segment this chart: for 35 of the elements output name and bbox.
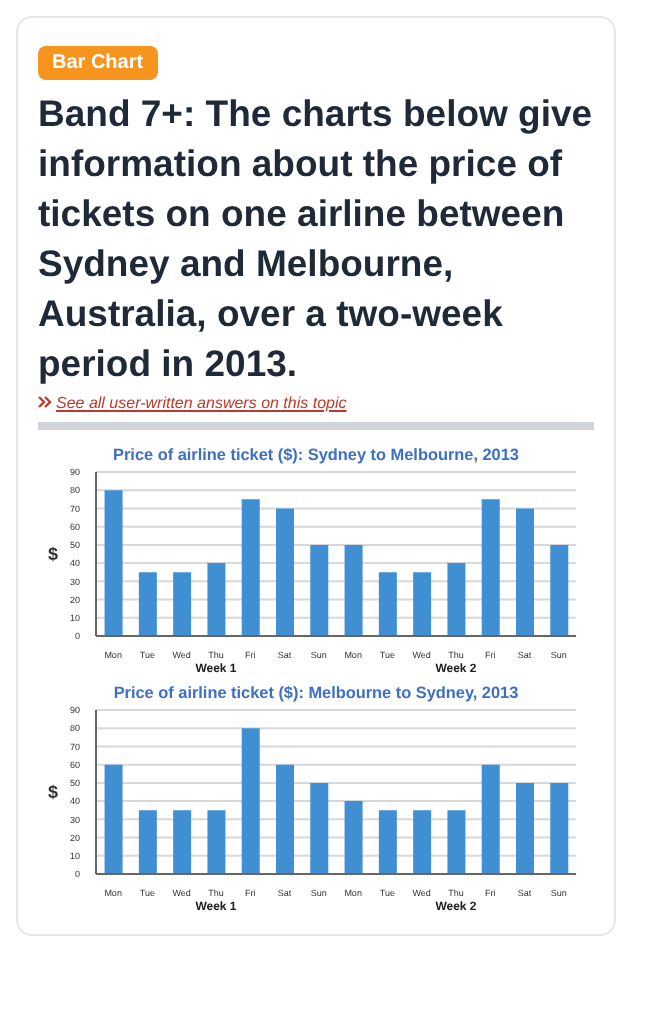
bar — [104, 764, 123, 874]
bar — [276, 764, 294, 874]
bar — [447, 563, 466, 636]
bar — [344, 801, 363, 874]
bar — [241, 728, 260, 874]
y-axis-title: $ — [48, 544, 59, 565]
bar — [276, 508, 294, 636]
bar — [138, 572, 157, 636]
bar — [241, 499, 260, 636]
chart-title: Price of airline ticket ($): Melbourne to Sydney, 2013 — [111, 684, 521, 702]
bar — [413, 572, 432, 636]
bar — [378, 810, 397, 874]
bar — [344, 544, 363, 636]
bar — [138, 810, 157, 874]
bar — [310, 544, 329, 636]
bar — [516, 508, 534, 636]
bar — [173, 572, 192, 636]
bar — [378, 572, 397, 636]
bar — [516, 782, 534, 874]
chart-title: Price of airline ticket ($): Sydney to Melbourne, 2013 — [111, 446, 521, 464]
y-axis-title: $ — [48, 782, 59, 803]
bar — [173, 810, 192, 874]
bar — [550, 544, 569, 636]
bar — [481, 499, 500, 636]
bar — [207, 810, 226, 874]
text: Band 7+: The charts below give information about the price of tickets on one airline between Sydney and Melbourne, Australia, over a two-week period in 2013. — [38, 90, 594, 388]
bar — [481, 764, 500, 874]
bar — [413, 810, 432, 874]
bar — [207, 563, 226, 636]
bar — [550, 782, 569, 874]
bar — [104, 490, 123, 636]
bar — [310, 782, 329, 874]
text: See all user-written answers on this topic — [56, 394, 347, 412]
text: Bar Chart — [38, 46, 158, 80]
bar — [447, 810, 466, 874]
